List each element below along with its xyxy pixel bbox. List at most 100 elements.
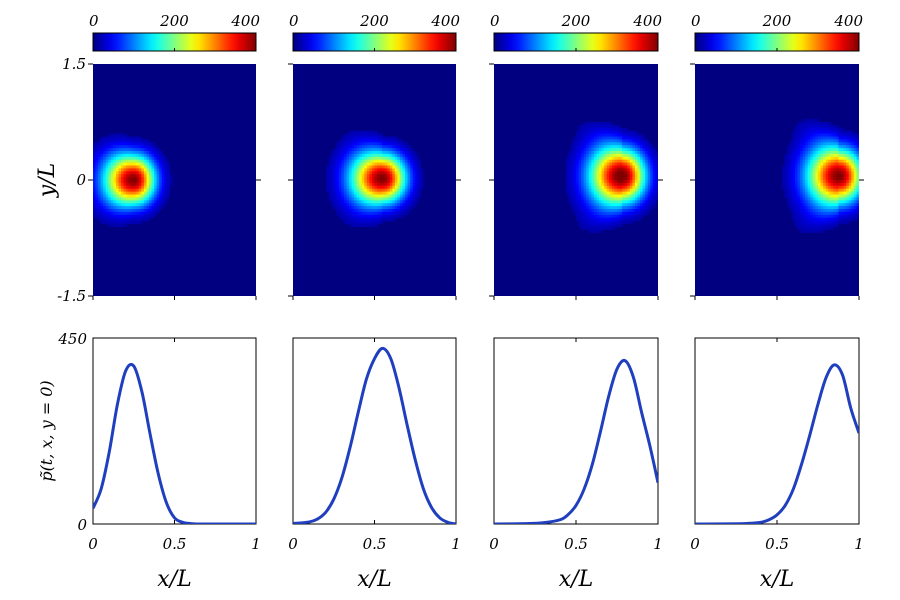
heatmap-cell xyxy=(632,153,636,158)
heatmap-cell xyxy=(164,197,168,201)
heatmap-cell xyxy=(637,142,641,146)
heatmap-cell xyxy=(394,191,399,196)
heatmap-cell xyxy=(328,182,332,187)
heatmap-cell xyxy=(410,191,414,196)
heatmap-cell xyxy=(583,174,587,178)
heatmap-cell xyxy=(583,145,587,149)
heatmap-cell xyxy=(169,177,173,181)
heatmap-cell xyxy=(815,119,819,123)
heatmap-cell xyxy=(619,209,623,213)
heatmap-cell xyxy=(387,148,391,152)
heatmap-cell xyxy=(609,211,613,216)
heatmap-cell xyxy=(356,200,360,204)
heatmap-cell xyxy=(591,165,595,169)
heatmap-cell xyxy=(843,200,847,204)
heatmap-cell xyxy=(820,133,824,138)
heatmap-cell xyxy=(617,209,621,213)
heatmap-cell xyxy=(591,159,595,164)
heatmap-cell xyxy=(586,136,590,140)
heatmap-cell xyxy=(838,185,842,190)
heatmap-cell xyxy=(797,156,801,161)
heatmap-cell xyxy=(835,200,840,204)
heatmap-cell xyxy=(784,174,788,178)
heatmap-cell xyxy=(565,182,569,187)
heatmap-cell xyxy=(820,209,824,213)
heatmap-cell xyxy=(647,165,651,169)
heatmap-cell xyxy=(141,168,145,172)
heatmap-cell xyxy=(161,159,165,164)
heatmap-cell xyxy=(818,124,822,129)
heatmap-cell xyxy=(652,159,657,164)
heatmap-cell xyxy=(787,162,791,167)
heatmap-cell xyxy=(846,130,850,135)
heatmap-cell xyxy=(622,217,626,222)
heatmap-cell xyxy=(166,168,171,172)
heatmap-cell xyxy=(797,139,801,143)
heatmap-cell xyxy=(105,180,109,184)
heatmap-cell xyxy=(815,153,819,158)
heatmap-cell xyxy=(812,142,817,146)
heatmap-cell xyxy=(591,211,595,216)
heatmap-cell xyxy=(161,191,165,196)
heatmap-cell xyxy=(356,203,360,207)
heatmap-cell xyxy=(568,171,572,175)
heatmap-cell xyxy=(629,159,633,164)
heatmap-cell xyxy=(123,148,127,152)
heatmap-cell xyxy=(848,188,852,193)
heatmap-cell xyxy=(851,200,855,204)
heatmap-cell xyxy=(384,139,388,143)
heatmap-cell xyxy=(800,188,804,193)
heatmap-cell xyxy=(787,174,791,178)
heatmap-cell xyxy=(835,211,840,216)
heatmap-cell xyxy=(789,203,793,207)
heatmap-cell xyxy=(812,151,817,155)
heatmap-cell xyxy=(103,136,107,140)
heatmap-cell xyxy=(820,214,824,219)
heatmap-cell xyxy=(154,153,158,158)
heatmap-cell xyxy=(807,119,811,123)
heatmap-cell xyxy=(392,203,396,207)
heatmap-cell xyxy=(121,200,125,204)
heatmap-cell xyxy=(108,191,112,196)
heatmap-cell xyxy=(341,185,345,190)
heatmap-cell xyxy=(640,148,644,152)
heatmap-cell xyxy=(812,180,817,184)
heatmap-cell xyxy=(392,171,396,175)
heatmap-cell xyxy=(843,191,847,196)
heatmap-cell xyxy=(156,168,160,172)
heatmap-cell xyxy=(846,209,850,213)
heatmap-cell xyxy=(133,217,137,222)
heatmap-cell xyxy=(645,156,649,161)
heatmap-cell xyxy=(583,217,587,222)
heatmap-cell xyxy=(164,191,168,196)
heatmap-cell xyxy=(833,177,837,181)
heatmap-cell xyxy=(412,151,416,155)
heatmap-cell xyxy=(364,197,368,201)
heatmap-cell xyxy=(95,168,99,172)
heatmap-cell xyxy=(794,185,799,190)
heatmap-cell xyxy=(108,185,112,190)
heatmap-cell xyxy=(578,203,582,207)
heatmap-cell xyxy=(379,182,383,187)
heatmap-cell xyxy=(349,214,353,219)
heatmap-cell xyxy=(359,197,363,201)
heatmap-cell xyxy=(812,119,817,123)
heatmap-cell xyxy=(841,145,845,149)
heatmap-cell xyxy=(825,185,829,190)
heatmap-cell xyxy=(366,159,371,164)
heatmap-cell xyxy=(402,171,406,175)
heatmap-cell xyxy=(634,209,639,213)
heatmap-cell xyxy=(103,200,107,204)
heatmap-cell xyxy=(397,197,401,201)
heatmap-cell xyxy=(797,153,801,158)
heatmap-cell xyxy=(838,162,842,167)
heatmap-cell xyxy=(417,180,421,184)
heatmap-cell xyxy=(599,197,603,201)
heatmap-cell xyxy=(113,197,117,201)
heatmap-cell xyxy=(800,165,804,169)
heatmap-cell xyxy=(570,159,575,164)
heatmap-cell xyxy=(800,206,804,210)
heatmap-cell xyxy=(123,180,127,184)
heatmap-cell xyxy=(377,209,381,213)
heatmap-cell xyxy=(825,153,829,158)
